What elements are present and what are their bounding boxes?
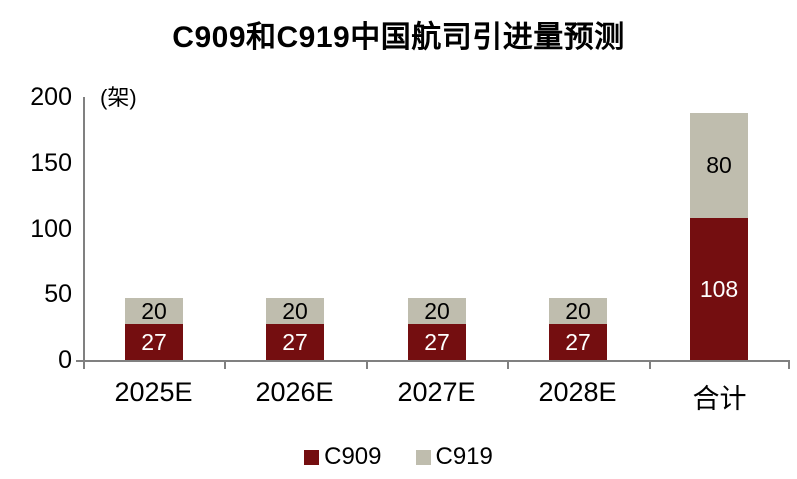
bar-segment-c909-2027e: 27	[408, 324, 466, 360]
y-axis-zero-tick	[76, 360, 83, 362]
bar-segment-c909--: 108	[690, 218, 748, 360]
bar-value-label: 20	[424, 297, 450, 324]
x-axis-line	[83, 360, 790, 362]
y-axis-tick-label: 200	[30, 83, 72, 111]
bar-value-label: 27	[282, 328, 308, 355]
x-axis-tick	[83, 362, 85, 369]
x-axis-category-label: 2027E	[397, 377, 476, 407]
x-axis-category-label: 合计	[692, 384, 747, 414]
bar-value-label: 20	[565, 297, 591, 324]
y-axis-line	[83, 97, 85, 362]
bar-segment-c909-2026e: 27	[266, 324, 324, 360]
bar-value-label: 27	[565, 328, 591, 355]
legend-label: C909	[324, 443, 382, 470]
y-axis-tick-label: 50	[44, 280, 72, 308]
bar-segment-c919--: 80	[690, 113, 748, 218]
bar-value-label: 27	[141, 328, 167, 355]
bar-value-label: 27	[424, 328, 450, 355]
x-axis-tick	[649, 362, 651, 369]
legend: C909 C919	[0, 445, 797, 469]
x-axis-tick	[224, 362, 226, 369]
bar-segment-c919-2026e: 20	[266, 298, 324, 324]
x-axis-tick	[788, 362, 790, 369]
bar-segment-c919-2027e: 20	[408, 298, 466, 324]
bar-segment-c919-2028e: 20	[549, 298, 607, 324]
bar-segment-c919-2025e: 20	[125, 298, 183, 324]
x-axis-category-label: 2025E	[114, 377, 193, 407]
bar-segment-c909-2028e: 27	[549, 324, 607, 360]
bar-value-label: 108	[699, 275, 739, 302]
x-axis-category-label: 2028E	[538, 377, 617, 407]
legend-label: C919	[435, 443, 493, 470]
y-axis-tick-label: 0	[58, 346, 72, 374]
bar-segment-c909-2025e: 27	[125, 324, 183, 360]
legend-item-c909: C909	[304, 443, 382, 470]
bar-value-label: 20	[141, 297, 167, 324]
x-axis-category-label: 2026E	[255, 377, 334, 407]
bar-value-label: 20	[282, 297, 308, 324]
legend-item-c919: C919	[415, 443, 493, 470]
x-axis-tick	[507, 362, 509, 369]
chart-title: C909和C919中国航司引进量预测	[172, 21, 625, 54]
bar-value-label: 80	[706, 152, 732, 178]
y-axis-unit-label: (架)	[100, 85, 137, 110]
legend-swatch-c919	[415, 449, 431, 465]
legend-swatch-c909	[304, 449, 320, 465]
y-axis-tick-label: 100	[30, 215, 72, 243]
y-axis-tick-label: 150	[30, 149, 72, 177]
x-axis-tick	[366, 362, 368, 369]
